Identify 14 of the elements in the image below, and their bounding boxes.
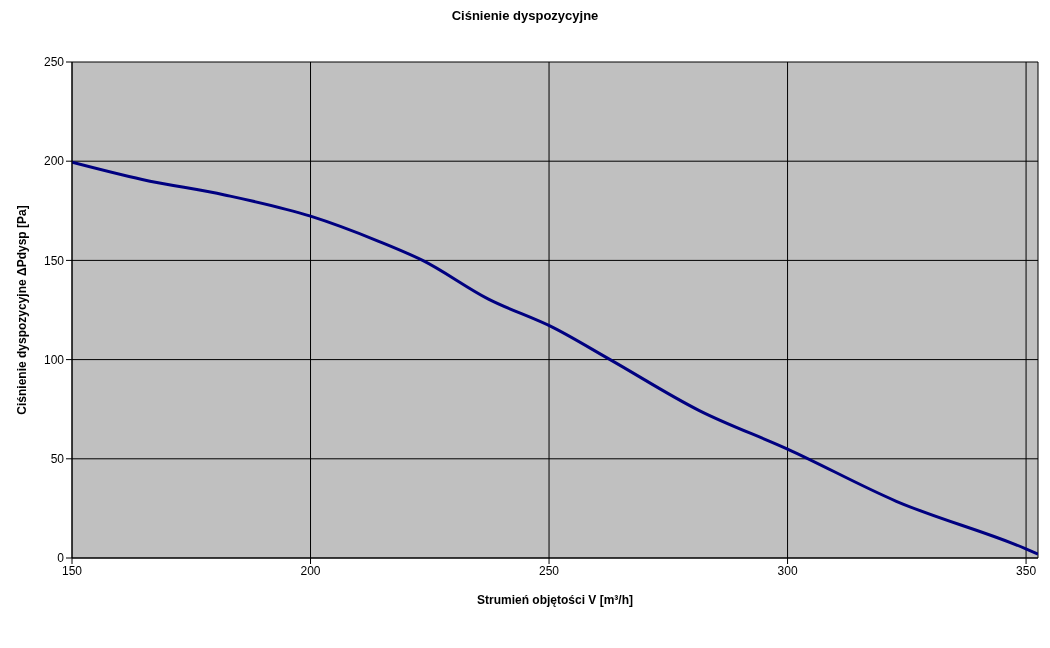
x-tick-label: 250 (539, 563, 560, 578)
x-tick-label: 350 (1016, 563, 1037, 578)
y-tick-label: 150 (43, 253, 65, 268)
x-tick-label: 200 (300, 563, 321, 578)
y-axis-title: Ciśnienie dyspozycyjne ΔPdysp [Pa] (15, 205, 30, 415)
chart-title: Ciśnienie dyspozycyjne (450, 8, 600, 25)
y-tick-label: 50 (50, 452, 65, 467)
x-axis-title: Strumień objętości V [m³/h] (476, 593, 634, 607)
y-tick-label: 0 (57, 551, 65, 566)
x-tick-label: 150 (61, 563, 83, 578)
y-tick-label: 100 (43, 352, 65, 367)
y-tick-label: 250 (43, 55, 65, 70)
y-tick-label: 200 (43, 154, 65, 169)
x-tick-label: 300 (777, 563, 798, 578)
